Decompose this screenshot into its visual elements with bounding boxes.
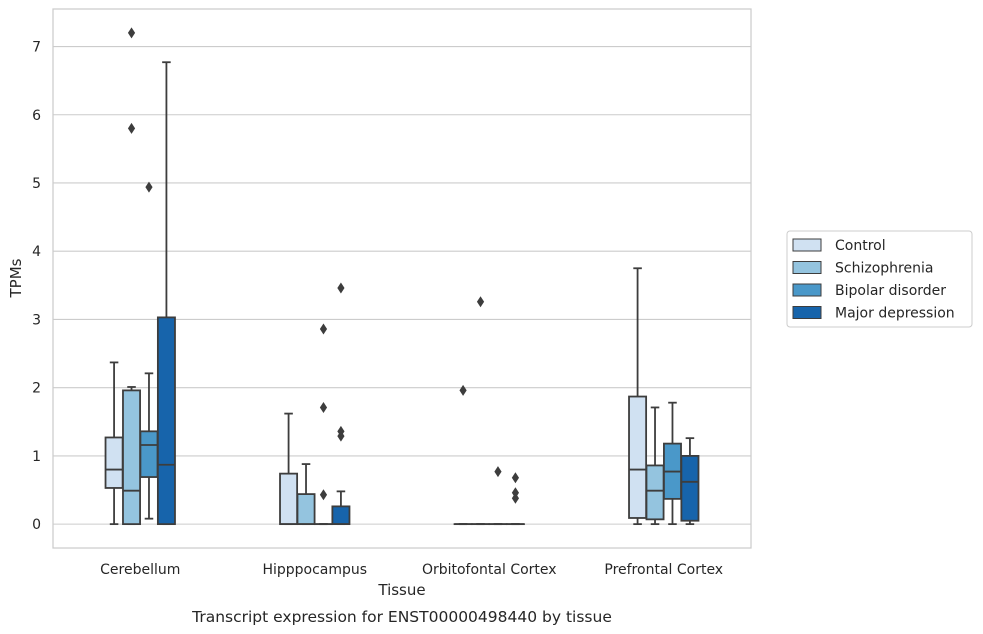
legend: Control Schizophrenia Bipolar disorder Majo… (786, 230, 973, 328)
iqr-box (296, 493, 316, 526)
y-tick-label: 1 (32, 449, 41, 465)
outlier-point (319, 401, 328, 413)
box-4-3 (505, 472, 525, 526)
iqr-box (139, 430, 159, 478)
outlier-point (145, 181, 153, 193)
x-axis-title: Tissue (377, 581, 425, 599)
box-3-1 (139, 181, 159, 520)
outlier-point (476, 296, 485, 308)
x-tick-label: Hipppocampus (262, 562, 367, 578)
iqr-box (104, 436, 124, 489)
x-axis-ticks: Cerebellum Hipppocampus Orbitofontal Corte… (100, 562, 723, 578)
outlier-point (127, 122, 136, 134)
x-tick-label: Orbitofontal Cortex (422, 562, 557, 578)
legend-swatch (792, 261, 822, 274)
box-1-1 (104, 361, 124, 526)
y-tick-label: 2 (32, 381, 41, 397)
legend-swatch (792, 238, 822, 252)
legend-label: Major depression (835, 306, 955, 322)
iqr-box (331, 505, 351, 526)
legend-swatch (792, 306, 822, 319)
figure-caption: Transcript expression for ENST0000049844… (191, 608, 612, 626)
box-4-1 (156, 61, 176, 526)
y-tick-label: 4 (32, 244, 41, 260)
iqr-box (645, 464, 665, 521)
legend-items: Control Schizophrenia Bipolar disorder Majo… (792, 238, 955, 322)
y-axis-title: TPMs (7, 258, 25, 298)
y-tick-label: 7 (32, 40, 41, 56)
outlier-point (494, 466, 502, 478)
y-tick-label: 3 (32, 312, 41, 328)
legend-frame (786, 230, 973, 328)
x-tick-label: Cerebellum (100, 562, 180, 578)
outlier-point (319, 489, 328, 501)
outlier-point (337, 282, 345, 294)
outlier-point (127, 27, 136, 39)
iqr-box (122, 389, 141, 526)
y-axis-ticks: 0 1 2 3 4 5 6 7 (32, 40, 41, 534)
outlier-point (511, 487, 520, 499)
plot-area-frame (52, 8, 752, 549)
y-tick-label: 0 (32, 517, 41, 533)
outlier-point (319, 323, 328, 335)
outlier-point (511, 472, 520, 484)
outlier-point (459, 384, 467, 396)
box-2-2 (296, 463, 316, 526)
box-4-4 (680, 437, 700, 526)
x-tick-label: Prefrontal Cortex (604, 562, 723, 578)
iqr-box (680, 454, 700, 522)
legend-swatch (792, 283, 822, 297)
iqr-box (628, 395, 648, 519)
outlier-point (337, 425, 345, 437)
box-3-4 (663, 401, 682, 526)
box-series-group (104, 27, 700, 526)
box-4-2 (331, 282, 351, 526)
legend-label: Control (835, 238, 886, 254)
box-1-4 (628, 267, 648, 526)
y-tick-label: 5 (32, 176, 41, 192)
iqr-box (156, 316, 176, 526)
legend-label: Bipolar disorder (835, 283, 946, 299)
iqr-box (279, 472, 299, 526)
legend-label: Schizophrenia (835, 261, 933, 277)
y-tick-label: 6 (32, 108, 41, 124)
